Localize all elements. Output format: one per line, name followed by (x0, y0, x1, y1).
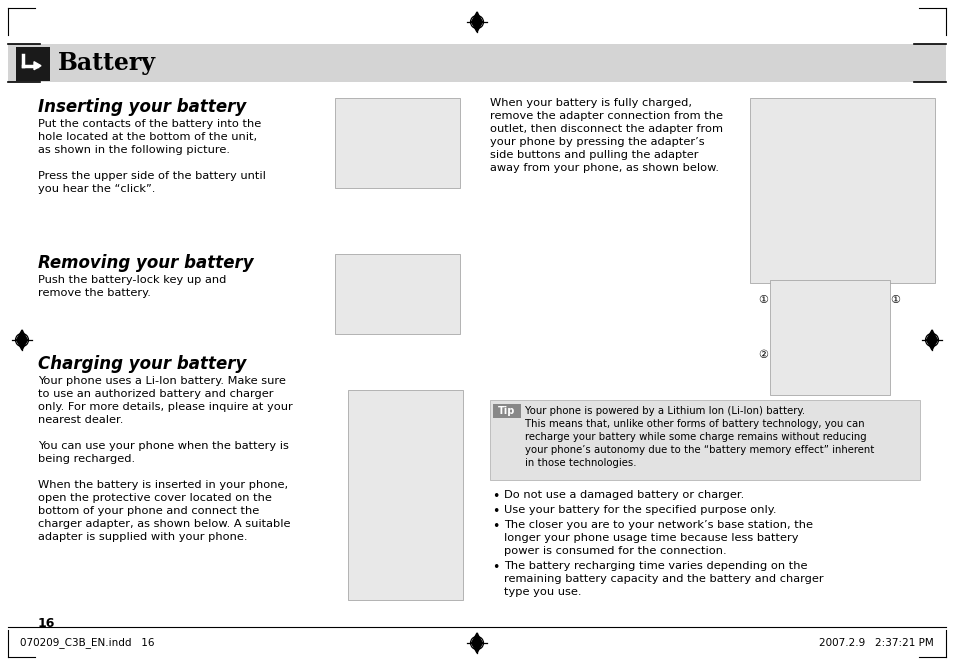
Text: •: • (492, 490, 498, 503)
Text: •: • (492, 520, 498, 533)
Text: type you use.: type you use. (503, 587, 581, 597)
Polygon shape (16, 330, 28, 350)
Text: Your phone uses a Li-Ion battery. Make sure: Your phone uses a Li-Ion battery. Make s… (38, 376, 286, 386)
Text: your phone by pressing the adapter’s: your phone by pressing the adapter’s (490, 137, 704, 147)
Bar (335, 254, 459, 334)
Text: Battery: Battery (58, 51, 156, 75)
Text: power is consumed for the connection.: power is consumed for the connection. (503, 546, 726, 556)
Text: away from your phone, as shown below.: away from your phone, as shown below. (490, 163, 719, 173)
Text: open the protective cover located on the: open the protective cover located on the (38, 493, 272, 503)
Text: 16: 16 (38, 617, 55, 630)
Text: your phone’s autonomy due to the “battery memory effect” inherent: your phone’s autonomy due to the “batter… (524, 445, 874, 455)
Polygon shape (471, 633, 482, 653)
Text: Inserting your battery: Inserting your battery (38, 98, 246, 116)
Text: in those technologies.: in those technologies. (524, 458, 636, 468)
Text: Use your battery for the specified purpose only.: Use your battery for the specified purpo… (503, 505, 776, 515)
Text: to use an authorized battery and charger: to use an authorized battery and charger (38, 389, 274, 399)
Text: Removing your battery: Removing your battery (38, 254, 253, 272)
Text: When your battery is fully charged,: When your battery is fully charged, (490, 98, 691, 108)
Text: Your phone is powered by a Lithium Ion (Li-Ion) battery.: Your phone is powered by a Lithium Ion (… (524, 406, 804, 416)
Bar (16, 47, 50, 81)
Bar (335, 98, 459, 188)
Text: The closer you are to your network’s base station, the: The closer you are to your network’s bas… (503, 520, 812, 530)
Bar (348, 390, 462, 600)
Text: ①: ① (889, 295, 899, 305)
Text: The battery recharging time varies depending on the: The battery recharging time varies depen… (503, 561, 806, 571)
Text: 070209_C3B_EN.indd   16: 070209_C3B_EN.indd 16 (20, 638, 154, 648)
Text: Charging your battery: Charging your battery (38, 355, 246, 373)
Bar (490, 400, 919, 480)
Bar (769, 280, 889, 395)
Text: as shown in the following picture.: as shown in the following picture. (38, 145, 230, 155)
Text: outlet, then disconnect the adapter from: outlet, then disconnect the adapter from (490, 124, 722, 134)
Text: only. For more details, please inquire at your: only. For more details, please inquire a… (38, 402, 293, 412)
Text: 2007.2.9   2:37:21 PM: 2007.2.9 2:37:21 PM (819, 638, 933, 648)
Text: •: • (492, 505, 498, 518)
Text: Tip: Tip (497, 406, 516, 416)
Text: nearest dealer.: nearest dealer. (38, 415, 123, 425)
Text: Do not use a damaged battery or charger.: Do not use a damaged battery or charger. (503, 490, 743, 500)
Text: longer your phone usage time because less battery: longer your phone usage time because les… (503, 533, 798, 543)
Bar (749, 98, 934, 283)
Text: •: • (492, 561, 498, 574)
Text: charger adapter, as shown below. A suitable: charger adapter, as shown below. A suita… (38, 519, 291, 529)
Text: hole located at the bottom of the unit,: hole located at the bottom of the unit, (38, 132, 257, 142)
Bar (8, 44, 945, 82)
Text: you hear the “click”.: you hear the “click”. (38, 184, 155, 194)
Polygon shape (925, 330, 937, 350)
Text: Push the battery-lock key up and: Push the battery-lock key up and (38, 275, 226, 285)
Text: ①: ① (758, 295, 767, 305)
Text: remove the battery.: remove the battery. (38, 288, 151, 298)
Text: being recharged.: being recharged. (38, 454, 135, 464)
Text: side buttons and pulling the adapter: side buttons and pulling the adapter (490, 150, 698, 160)
Text: Press the upper side of the battery until: Press the upper side of the battery unti… (38, 171, 266, 181)
Polygon shape (471, 12, 482, 32)
Text: remaining battery capacity and the battery and charger: remaining battery capacity and the batte… (503, 574, 822, 584)
Text: adapter is supplied with your phone.: adapter is supplied with your phone. (38, 532, 247, 542)
Bar (493, 404, 520, 418)
Text: Put the contacts of the battery into the: Put the contacts of the battery into the (38, 119, 261, 129)
Text: remove the adapter connection from the: remove the adapter connection from the (490, 111, 722, 121)
Text: ②: ② (758, 350, 767, 360)
Text: You can use your phone when the battery is: You can use your phone when the battery … (38, 441, 289, 451)
Text: recharge your battery while some charge remains without reducing: recharge your battery while some charge … (524, 432, 865, 442)
Polygon shape (34, 62, 41, 70)
Text: This means that, unlike other forms of battery technology, you can: This means that, unlike other forms of b… (524, 419, 863, 429)
Text: bottom of your phone and connect the: bottom of your phone and connect the (38, 506, 259, 516)
Text: When the battery is inserted in your phone,: When the battery is inserted in your pho… (38, 480, 288, 490)
